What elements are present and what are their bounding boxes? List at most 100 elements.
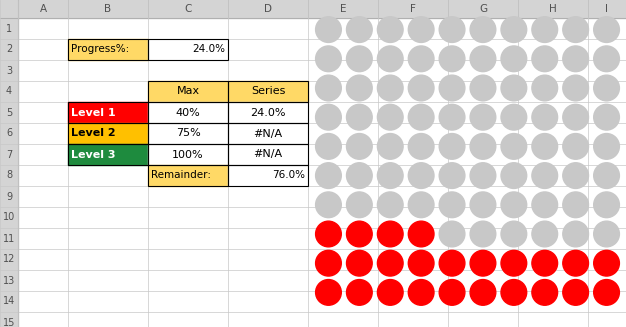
Circle shape <box>501 17 526 43</box>
Bar <box>228 81 308 102</box>
Circle shape <box>316 221 341 247</box>
Circle shape <box>563 133 588 159</box>
Circle shape <box>439 133 465 159</box>
Circle shape <box>439 250 465 276</box>
Circle shape <box>439 163 465 188</box>
Circle shape <box>593 192 619 218</box>
Circle shape <box>316 250 341 276</box>
Text: Progress%:: Progress%: <box>71 44 129 55</box>
Bar <box>68 39 148 60</box>
Circle shape <box>593 163 619 188</box>
Bar <box>148 144 228 165</box>
Circle shape <box>408 192 434 218</box>
Circle shape <box>439 280 465 305</box>
Circle shape <box>439 104 465 130</box>
Text: 2: 2 <box>6 44 12 55</box>
Circle shape <box>347 75 372 101</box>
Text: 1: 1 <box>6 24 12 33</box>
Bar <box>68 144 148 165</box>
Bar <box>148 165 228 186</box>
Circle shape <box>347 46 372 72</box>
Circle shape <box>377 75 403 101</box>
Circle shape <box>377 133 403 159</box>
Circle shape <box>377 46 403 72</box>
Circle shape <box>408 221 434 247</box>
Circle shape <box>563 163 588 188</box>
Circle shape <box>377 17 403 43</box>
Text: Level 3: Level 3 <box>71 149 116 160</box>
Bar <box>0 0 18 18</box>
Circle shape <box>563 46 588 72</box>
Bar <box>148 81 228 102</box>
Circle shape <box>470 133 496 159</box>
Circle shape <box>470 17 496 43</box>
Text: Remainder:: Remainder: <box>151 170 211 181</box>
Circle shape <box>470 221 496 247</box>
Text: G: G <box>479 4 487 14</box>
Circle shape <box>408 163 434 188</box>
Circle shape <box>563 192 588 218</box>
Circle shape <box>501 280 526 305</box>
Circle shape <box>593 133 619 159</box>
Text: 9: 9 <box>6 192 12 201</box>
Text: #N/A: #N/A <box>254 149 282 160</box>
Circle shape <box>470 46 496 72</box>
Circle shape <box>501 133 526 159</box>
Circle shape <box>532 163 558 188</box>
Circle shape <box>439 17 465 43</box>
Circle shape <box>563 221 588 247</box>
Circle shape <box>439 46 465 72</box>
Text: Level 2: Level 2 <box>71 129 116 139</box>
Text: F: F <box>410 4 416 14</box>
Circle shape <box>470 75 496 101</box>
Circle shape <box>377 221 403 247</box>
Text: 3: 3 <box>6 65 12 76</box>
Text: 75%: 75% <box>176 129 200 139</box>
Circle shape <box>408 17 434 43</box>
Circle shape <box>316 163 341 188</box>
Circle shape <box>532 75 558 101</box>
Bar <box>0 18 18 327</box>
Text: D: D <box>264 4 272 14</box>
Bar <box>68 144 148 165</box>
Circle shape <box>377 104 403 130</box>
Circle shape <box>501 163 526 188</box>
Bar <box>148 123 228 144</box>
Text: 76.0%: 76.0% <box>272 170 305 181</box>
Circle shape <box>532 17 558 43</box>
Bar <box>68 39 148 60</box>
Bar <box>148 123 228 144</box>
Circle shape <box>532 221 558 247</box>
Circle shape <box>470 104 496 130</box>
Circle shape <box>563 250 588 276</box>
Bar <box>68 102 148 123</box>
Circle shape <box>593 221 619 247</box>
Circle shape <box>408 250 434 276</box>
Circle shape <box>593 250 619 276</box>
Circle shape <box>532 46 558 72</box>
Text: E: E <box>340 4 346 14</box>
Circle shape <box>316 75 341 101</box>
Circle shape <box>347 221 372 247</box>
Text: #N/A: #N/A <box>254 129 282 139</box>
Text: 7: 7 <box>6 149 12 160</box>
Circle shape <box>408 104 434 130</box>
Circle shape <box>501 192 526 218</box>
Circle shape <box>532 133 558 159</box>
Bar <box>148 81 228 102</box>
Bar <box>228 81 308 102</box>
Text: Level 1: Level 1 <box>71 108 116 117</box>
Circle shape <box>377 250 403 276</box>
Bar <box>228 165 308 186</box>
Circle shape <box>532 280 558 305</box>
Text: 15: 15 <box>3 318 15 327</box>
Circle shape <box>593 280 619 305</box>
Text: A: A <box>39 4 46 14</box>
Circle shape <box>470 163 496 188</box>
Circle shape <box>563 75 588 101</box>
Circle shape <box>439 221 465 247</box>
Text: 5: 5 <box>6 108 12 117</box>
Text: 24.0%: 24.0% <box>250 108 285 117</box>
Bar <box>228 123 308 144</box>
Text: Series: Series <box>251 87 285 96</box>
